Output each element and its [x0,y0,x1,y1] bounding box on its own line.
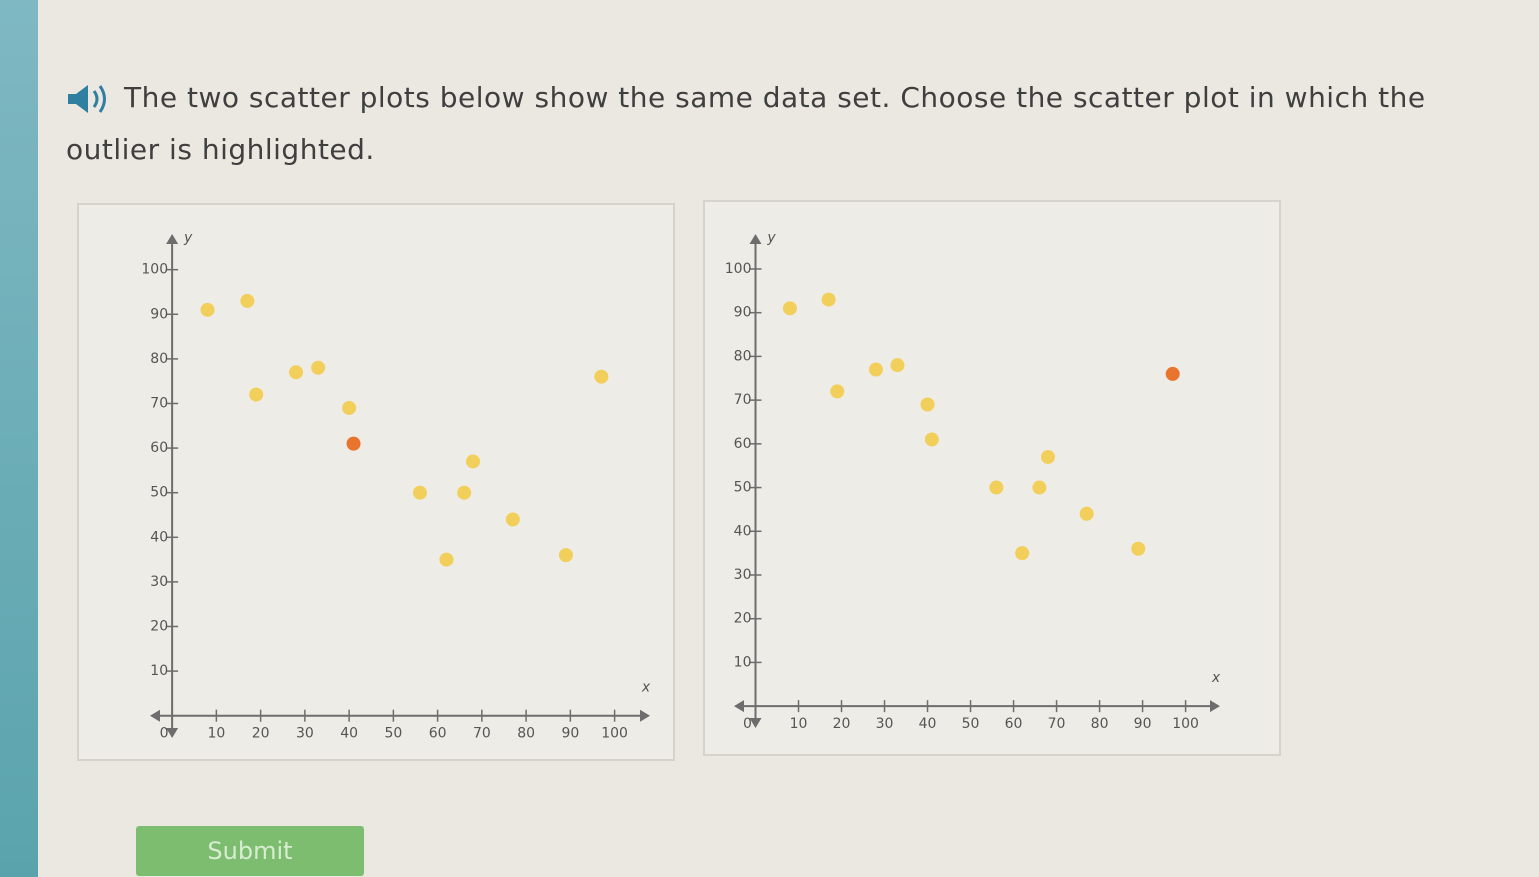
y-tick-label: 50 [150,485,168,501]
y-tick-label: 50 [734,480,752,496]
scatter-point [558,548,573,563]
y-tick-label: 100 [725,261,752,277]
y-axis-label: y [766,230,776,246]
scatter-point [439,552,454,567]
y-tick-label: 70 [150,395,168,411]
scatter-point [1040,449,1055,464]
scatter-point [412,485,427,500]
x-tick-label: 40 [919,716,937,732]
y-tick-label: 90 [734,305,752,321]
x-tick-label: 30 [876,716,894,732]
x-tick-label: 40 [340,726,358,742]
y-axis-label: y [183,230,193,246]
arrow [1210,700,1220,713]
arrow [166,728,179,738]
scatter-point [289,365,304,380]
y-tick-label: 10 [150,663,168,679]
x-tick-label: 20 [833,716,851,732]
x-tick-label: 10 [207,726,225,742]
scatter-point [830,384,845,399]
side-strip [0,0,38,877]
arrow [749,718,762,728]
x-tick-label: 50 [384,726,402,742]
y-tick-label: 80 [734,348,752,364]
scatter-point [890,358,905,373]
scatter-point [240,293,255,308]
plot-option-1[interactable] [77,203,675,761]
question-block: The two scatter plots below show the sam… [66,72,1486,176]
arrow [166,234,179,244]
x-tick-label: 30 [296,726,314,742]
y-tick-label: 90 [150,306,168,322]
scatter-point [1131,541,1146,556]
audio-button[interactable] [66,82,112,116]
scatter-point [342,400,357,415]
x-tick-label: 80 [1091,716,1109,732]
plot-option-2[interactable] [703,200,1281,756]
scatter-point [311,360,326,375]
arrow [734,700,744,713]
scatter-point [1032,480,1047,495]
scatter-point [821,292,836,307]
scatter-point [594,369,609,384]
y-tick-label: 20 [150,618,168,634]
scatter-point [346,436,361,451]
x-axis-label: x [641,680,651,696]
x-tick-label: 70 [1048,716,1066,732]
x-tick-label: 20 [252,726,270,742]
y-tick-label: 40 [734,523,752,539]
x-tick-label: 10 [790,716,808,732]
question-text: The two scatter plots below show the sam… [66,81,1426,166]
x-tick-label: 100 [1172,716,1199,732]
x-tick-label: 60 [429,726,447,742]
y-tick-label: 30 [734,567,752,583]
scatter-point [782,301,797,316]
scatter-point [924,432,939,447]
y-tick-label: 40 [150,529,168,545]
y-tick-label: 10 [734,654,752,670]
scatter-point [466,454,481,469]
scatter-point [1165,366,1180,381]
y-tick-label: 100 [141,262,168,278]
scatter-point [457,485,472,500]
x-axis-label: x [1211,670,1221,686]
y-tick-label: 80 [150,351,168,367]
scatter-point [1079,506,1094,521]
x-tick-label: 0 [743,716,752,732]
arrow [150,709,160,722]
scatter-point [868,362,883,377]
scatter-point [249,387,264,402]
scatter-point [989,480,1004,495]
y-tick-label: 60 [734,436,752,452]
x-tick-label: 80 [517,726,535,742]
scatter-point [920,397,935,412]
y-tick-label: 30 [150,574,168,590]
y-tick-label: 20 [734,611,752,627]
x-tick-label: 100 [601,726,628,742]
x-tick-label: 90 [1134,716,1152,732]
arrow [749,234,762,244]
x-tick-label: 70 [473,726,491,742]
arrow [640,709,650,722]
y-tick-label: 60 [150,440,168,456]
scatter-point [505,512,520,527]
scatter-point [1015,546,1030,561]
submit-button[interactable]: Submit [136,826,364,876]
x-tick-label: 0 [160,726,169,742]
x-tick-label: 50 [962,716,980,732]
x-tick-label: 90 [561,726,579,742]
y-tick-label: 70 [734,392,752,408]
x-tick-label: 60 [1005,716,1023,732]
scatter-point [200,302,215,317]
